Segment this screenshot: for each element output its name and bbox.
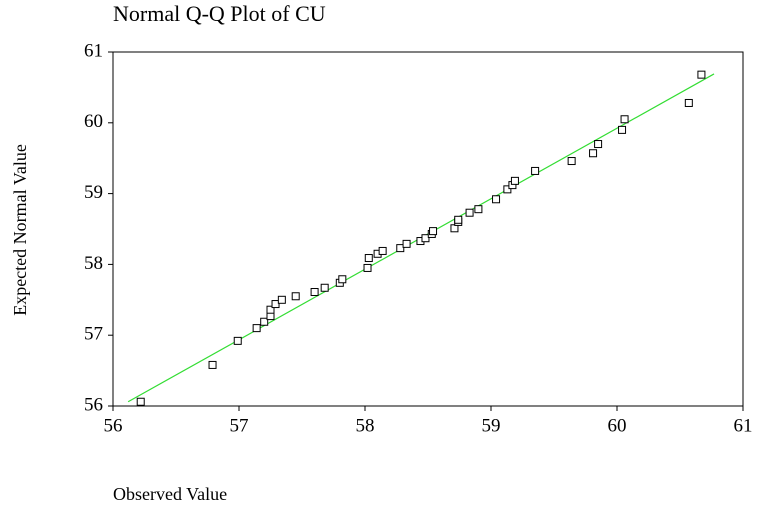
data-point [291, 292, 300, 301]
data-point [136, 397, 145, 406]
x-tick-label: 57 [230, 415, 249, 436]
data-point [402, 239, 411, 248]
y-tick-label: 58 [84, 253, 103, 274]
data-point [567, 157, 576, 166]
data-point [697, 70, 706, 79]
data-point [618, 125, 627, 134]
data-point [252, 324, 261, 333]
data-point [594, 140, 603, 149]
data-point [396, 244, 405, 253]
data-point [503, 185, 512, 194]
data-point [363, 263, 372, 272]
x-tick-label: 59 [482, 415, 501, 436]
data-point [429, 227, 438, 236]
x-tick-label: 58 [356, 415, 375, 436]
data-point [277, 295, 286, 304]
data-point [589, 149, 598, 158]
data-point [684, 98, 693, 107]
y-tick-label: 56 [84, 394, 103, 415]
data-point [531, 166, 540, 175]
data-point [310, 288, 319, 297]
data-point [364, 254, 373, 263]
y-tick-label: 60 [84, 111, 103, 132]
data-point [378, 246, 387, 255]
y-tick-label: 59 [84, 182, 103, 203]
y-tick-label: 57 [84, 324, 103, 345]
y-tick-label: 61 [84, 40, 103, 61]
data-point [338, 275, 347, 284]
y-axis-label: Expected Normal Value [10, 144, 30, 316]
x-tick-label: 61 [734, 415, 753, 436]
data-point [510, 176, 519, 185]
data-point [454, 215, 463, 224]
chart-title: Normal Q-Q Plot of CU [113, 1, 326, 26]
data-point [465, 208, 474, 217]
x-axis-label: Observed Value [113, 484, 227, 504]
data-point [620, 115, 629, 124]
data-point [271, 300, 280, 309]
data-point [474, 205, 483, 214]
data-point [233, 336, 242, 345]
x-tick-label: 56 [104, 415, 123, 436]
data-point [266, 305, 275, 314]
plot-frame [112, 51, 744, 407]
data-point [320, 283, 329, 292]
data-point [492, 195, 501, 204]
data-point [260, 317, 269, 326]
x-tick-label: 60 [608, 415, 627, 436]
data-point [208, 360, 217, 369]
data-point [421, 234, 430, 243]
